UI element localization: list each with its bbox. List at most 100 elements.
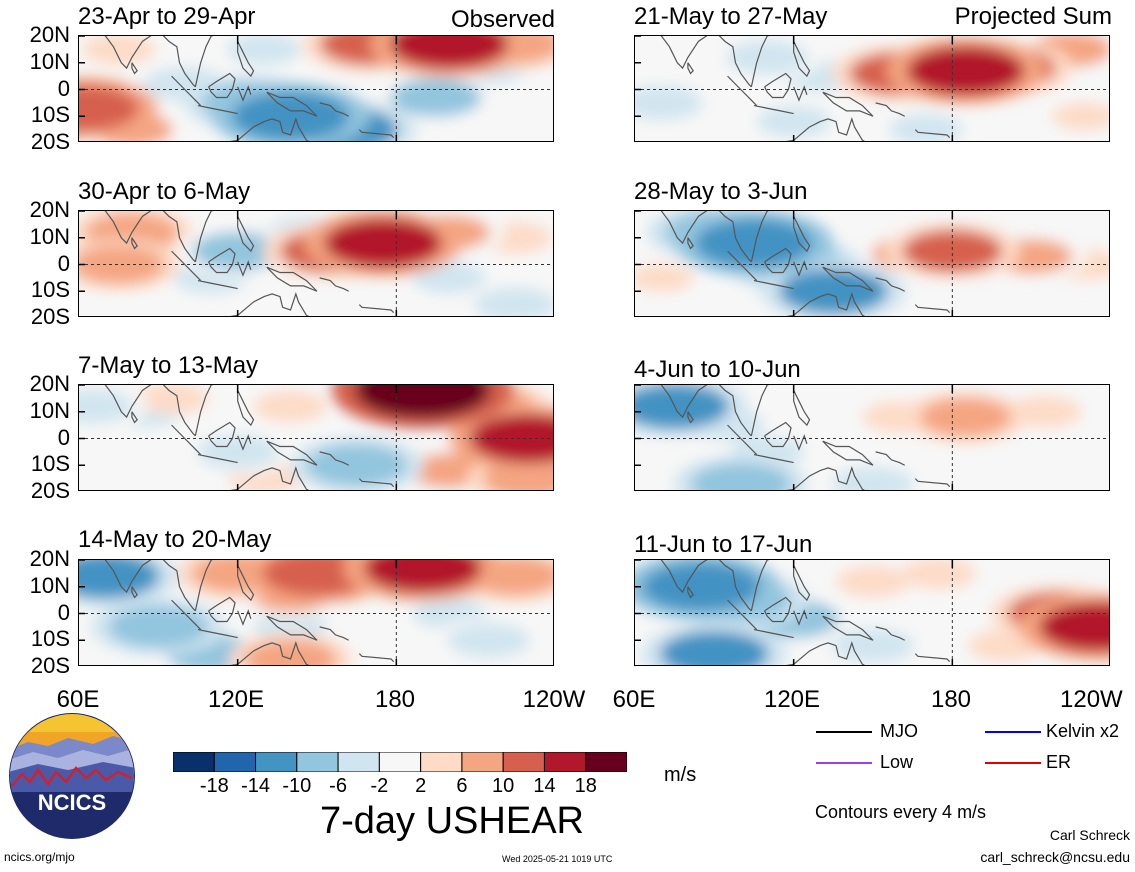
anomaly-blob [390, 36, 509, 69]
coastline [793, 434, 808, 451]
anomaly-blob [244, 639, 337, 665]
coastline [750, 36, 770, 87]
anomaly-blob [134, 385, 209, 414]
shear-map-panel-6 [634, 384, 1110, 491]
colorbar-unit: m/s [664, 764, 697, 786]
coastline [358, 129, 395, 139]
colorbar-tick-label: 2 [415, 775, 427, 797]
panel-title-3: 30-Apr to 6-May [78, 178, 251, 205]
anomaly-blob [324, 218, 442, 268]
coastline [171, 599, 202, 630]
coastline [786, 641, 866, 665]
coastline [793, 260, 808, 277]
y-tick-label: 20S [30, 304, 70, 329]
x-tick-right-120w: 120W [1060, 688, 1123, 712]
anomaly-blob [306, 444, 407, 487]
logo-text: NCICS [38, 790, 106, 815]
coastline [786, 292, 866, 316]
coastline [635, 36, 752, 88]
coastline [79, 560, 196, 612]
colorbar-tick-label: -14 [241, 775, 270, 797]
coastline [764, 247, 792, 274]
coastline [230, 641, 310, 665]
coastline [194, 211, 214, 262]
anomaly-blob [635, 385, 730, 430]
shear-map-panel-8 [634, 559, 1110, 666]
y-tick-label: 10S [30, 626, 70, 652]
coastline [197, 279, 238, 290]
y-tick-label: 20N [29, 22, 70, 47]
colorbar-tick-label: -10 [282, 775, 312, 797]
panel-title-7: 14-May to 20-May [78, 526, 272, 553]
coastline [79, 211, 196, 263]
footer-email: carl_schreck@ncsu.edu [980, 849, 1130, 865]
anomaly-blob [355, 385, 491, 419]
coastline [750, 385, 770, 436]
anomaly-blob [363, 560, 482, 593]
panel-plot [635, 211, 1109, 316]
coastline [197, 453, 238, 464]
anomaly-blob [726, 40, 809, 75]
anomaly-blob [831, 628, 915, 663]
coastline [131, 62, 138, 75]
y-tick-label: 20S [30, 653, 70, 678]
coastline [687, 237, 694, 250]
coastline [914, 304, 951, 314]
coastline [793, 216, 811, 253]
coastline [764, 421, 792, 448]
anomaly-blob [192, 231, 284, 271]
coastline [194, 36, 214, 87]
coastline [822, 440, 874, 466]
anomaly-blob [81, 36, 156, 65]
panel-title-4: 28-May to 3-Jun [634, 178, 808, 205]
y-tick-label: 20S [30, 129, 70, 154]
coastline [753, 279, 794, 290]
x-tick-left-120w: 120W [522, 686, 586, 713]
legend-line-low [816, 762, 872, 764]
colorbar-swatch [585, 752, 627, 772]
anomaly-blob [756, 106, 831, 138]
coastline [822, 615, 874, 641]
y-tick-label: 20N [29, 197, 70, 222]
coastline [194, 560, 214, 611]
coastline [687, 62, 694, 75]
coastline [171, 424, 202, 455]
footer-author: Carl Schreck [1049, 827, 1130, 843]
coastline [131, 411, 138, 424]
coastline [319, 277, 350, 292]
anomaly-blob [447, 622, 531, 658]
colorbar-swatch [173, 752, 215, 772]
coastline [319, 626, 350, 641]
anomaly-blob [635, 264, 694, 292]
coastline [875, 102, 906, 117]
colorbar-tick-label: 6 [456, 775, 468, 797]
anomaly-blob [906, 46, 1025, 96]
panel-title-6: 4-Jun to 10-Jun [634, 356, 801, 383]
colorbar-swatch [213, 752, 257, 772]
coastline [764, 72, 792, 99]
colorbar-swatch [420, 752, 463, 772]
coastline [194, 385, 214, 436]
coastline [237, 85, 252, 102]
coastline [131, 586, 138, 599]
panel-plot [79, 385, 553, 490]
coastline [266, 266, 318, 292]
projected-sum-label: Projected Sum [954, 3, 1112, 30]
coastline [266, 615, 318, 641]
coastline [753, 628, 794, 639]
colorbar-tick-label: 10 [492, 775, 515, 797]
colorbar-swatch [337, 752, 380, 772]
colorbar-tick-label: 18 [574, 775, 597, 797]
coastline [727, 250, 758, 281]
coastline [171, 250, 202, 281]
coastline [635, 211, 752, 263]
legend-label-er: ER [1046, 752, 1072, 772]
x-tick-left-60e: 60E [56, 686, 100, 713]
panel-title-1: 23-Apr to 29-Apr [78, 3, 256, 30]
anomaly-blob [1052, 102, 1109, 131]
colorbar-tick-label: -18 [199, 775, 229, 797]
footer-timestamp: Wed 2025-05-21 1019 UTC [502, 854, 613, 864]
y-tick-label: 10N [29, 572, 70, 598]
anomaly-blob [196, 434, 279, 470]
colorbar-swatch [378, 752, 422, 772]
